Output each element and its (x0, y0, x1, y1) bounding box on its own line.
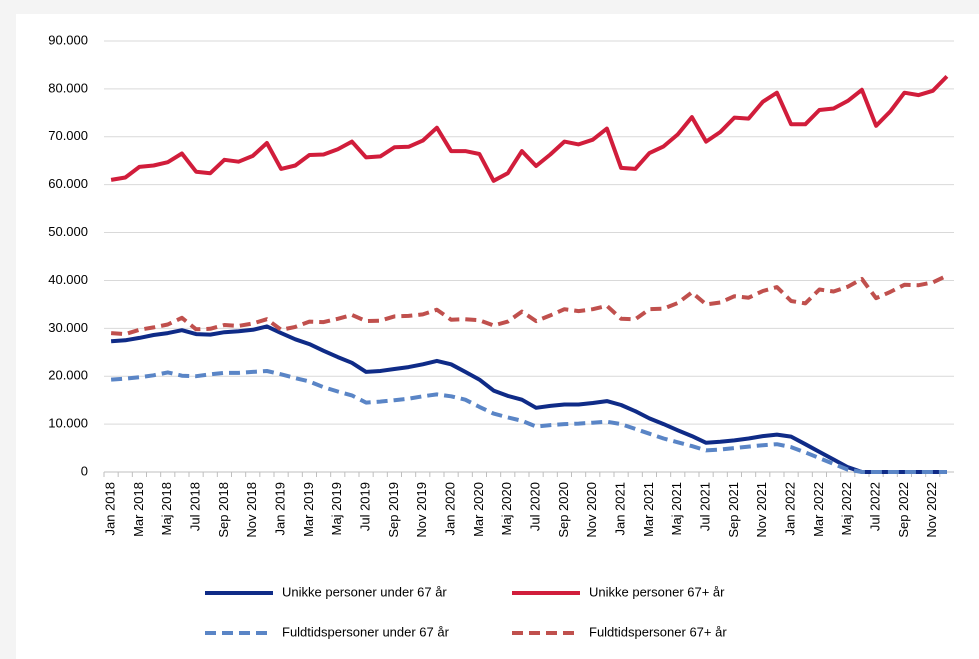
x-tick-label: Nov 2019 (414, 482, 429, 538)
x-tick-label: Sep 2022 (896, 482, 911, 538)
x-tick-label: Maj 2022 (839, 482, 854, 535)
y-tick-label: 70.000 (48, 128, 88, 143)
x-tick-label: Nov 2018 (244, 482, 259, 538)
x-tick-label: Mar 2019 (301, 482, 316, 537)
x-tick-label: Maj 2021 (669, 482, 684, 535)
x-tick-label: Jan 2020 (443, 482, 458, 536)
y-tick-label: 40.000 (48, 272, 88, 287)
x-tick-label: Maj 2019 (329, 482, 344, 535)
x-tick-label: Maj 2020 (499, 482, 514, 535)
legend-label: Unikke personer 67+ år (589, 584, 725, 599)
legend-label: Fuldtidspersoner under 67 år (282, 624, 450, 639)
x-tick-label: Nov 2021 (754, 482, 769, 538)
x-tick-label: Jul 2020 (528, 482, 543, 531)
legend-label: Unikke personer under 67 år (282, 584, 447, 599)
y-tick-label: 0 (81, 463, 88, 478)
x-tick-label: Jul 2018 (188, 482, 203, 531)
x-tick-label: Maj 2018 (159, 482, 174, 535)
y-tick-label: 80.000 (48, 80, 88, 95)
x-tick-label: Jul 2022 (868, 482, 883, 531)
y-tick-label: 30.000 (48, 320, 88, 335)
series-line (110, 324, 947, 474)
x-tick-label: Jul 2019 (358, 482, 373, 531)
series-line (110, 75, 949, 183)
y-tick-label: 90.000 (48, 32, 88, 47)
x-tick-label: Jan 2019 (273, 482, 288, 536)
y-tick-label: 50.000 (48, 224, 88, 239)
legend-label: Fuldtidspersoner 67+ år (589, 624, 727, 639)
x-tick-label: Sep 2021 (726, 482, 741, 538)
x-tick-label: Mar 2021 (641, 482, 656, 537)
x-tick-label: Jan 2022 (783, 482, 798, 536)
x-tick-label: Jan 2018 (103, 482, 118, 536)
x-tick-label: Mar 2022 (811, 482, 826, 537)
chart-area (16, 14, 979, 659)
x-tick-label: Mar 2018 (131, 482, 146, 537)
x-tick-label: Mar 2020 (471, 482, 486, 537)
y-tick-label: 60.000 (48, 176, 88, 191)
x-tick-label: Jul 2021 (698, 482, 713, 531)
series-line (110, 369, 947, 474)
series-line (110, 273, 948, 337)
x-tick-label: Jan 2021 (613, 482, 628, 536)
x-tick-label: Sep 2019 (386, 482, 401, 538)
y-tick-label: 20.000 (48, 368, 88, 383)
x-tick-label: Nov 2020 (584, 482, 599, 538)
y-tick-label: 10.000 (48, 416, 88, 431)
x-tick-label: Sep 2020 (556, 482, 571, 538)
x-tick-label: Sep 2018 (216, 482, 231, 538)
x-tick-label: Nov 2022 (924, 482, 939, 538)
